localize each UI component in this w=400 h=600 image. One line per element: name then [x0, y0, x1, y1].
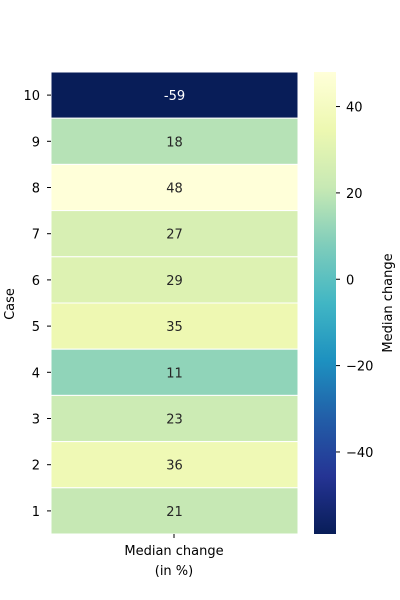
- row-tick-label: 8: [32, 182, 40, 197]
- heatmap-cell: [50, 210, 299, 258]
- colorbar: [314, 72, 336, 534]
- cell-value-label: 35: [166, 320, 183, 335]
- colorbar-tick-label: 20: [346, 187, 363, 202]
- y-axis-label: Case: [3, 288, 18, 320]
- cell-value-label: 23: [166, 413, 183, 428]
- cell-value-label: 29: [166, 274, 183, 289]
- colorbar-ticks: 40 20 0 −20 −40: [336, 101, 373, 461]
- colorbar-tick-label: −20: [346, 360, 373, 375]
- heatmap-cell: [50, 487, 299, 535]
- heatmap-cell: [50, 163, 299, 212]
- row-tick-label: 4: [32, 366, 40, 381]
- heatmap-cell: [50, 117, 299, 165]
- row-tick-label: 7: [32, 228, 40, 243]
- cell-value-label: 11: [166, 366, 183, 381]
- heatmap-cell: [50, 302, 299, 350]
- column-label-line-1: Median change: [124, 544, 223, 559]
- row-tick-labels: 10 9 8 7 6 5 4 3 2 1: [23, 89, 51, 520]
- row-tick-label: 2: [32, 459, 40, 474]
- colorbar-label: Median change: [381, 253, 396, 352]
- row-tick-label: 9: [32, 135, 40, 150]
- cell-value-label: 18: [166, 135, 183, 150]
- heatmap-cell: [50, 71, 299, 119]
- cell-value-label: 48: [166, 182, 183, 197]
- row-tick-label: 10: [23, 89, 40, 104]
- cell-value-label: 27: [166, 228, 183, 243]
- colorbar-tick-label: −40: [346, 446, 373, 461]
- cell-value-label: -59: [164, 89, 185, 104]
- cell-value-label: 36: [166, 459, 183, 474]
- row-tick-label: 1: [32, 505, 40, 520]
- heatmap-cell: [50, 256, 299, 304]
- column-label-line-2: (in %): [155, 564, 193, 579]
- row-tick-label: 5: [32, 320, 40, 335]
- cell-value-label: 21: [166, 505, 183, 520]
- row-tick-label: 3: [32, 413, 40, 428]
- colorbar-tick-label: 0: [346, 273, 354, 288]
- heatmap-cells: -59 18 48 27 29 35 11 23 36 21: [50, 71, 299, 535]
- colorbar-tick-label: 40: [346, 101, 363, 116]
- row-tick-label: 6: [32, 274, 40, 289]
